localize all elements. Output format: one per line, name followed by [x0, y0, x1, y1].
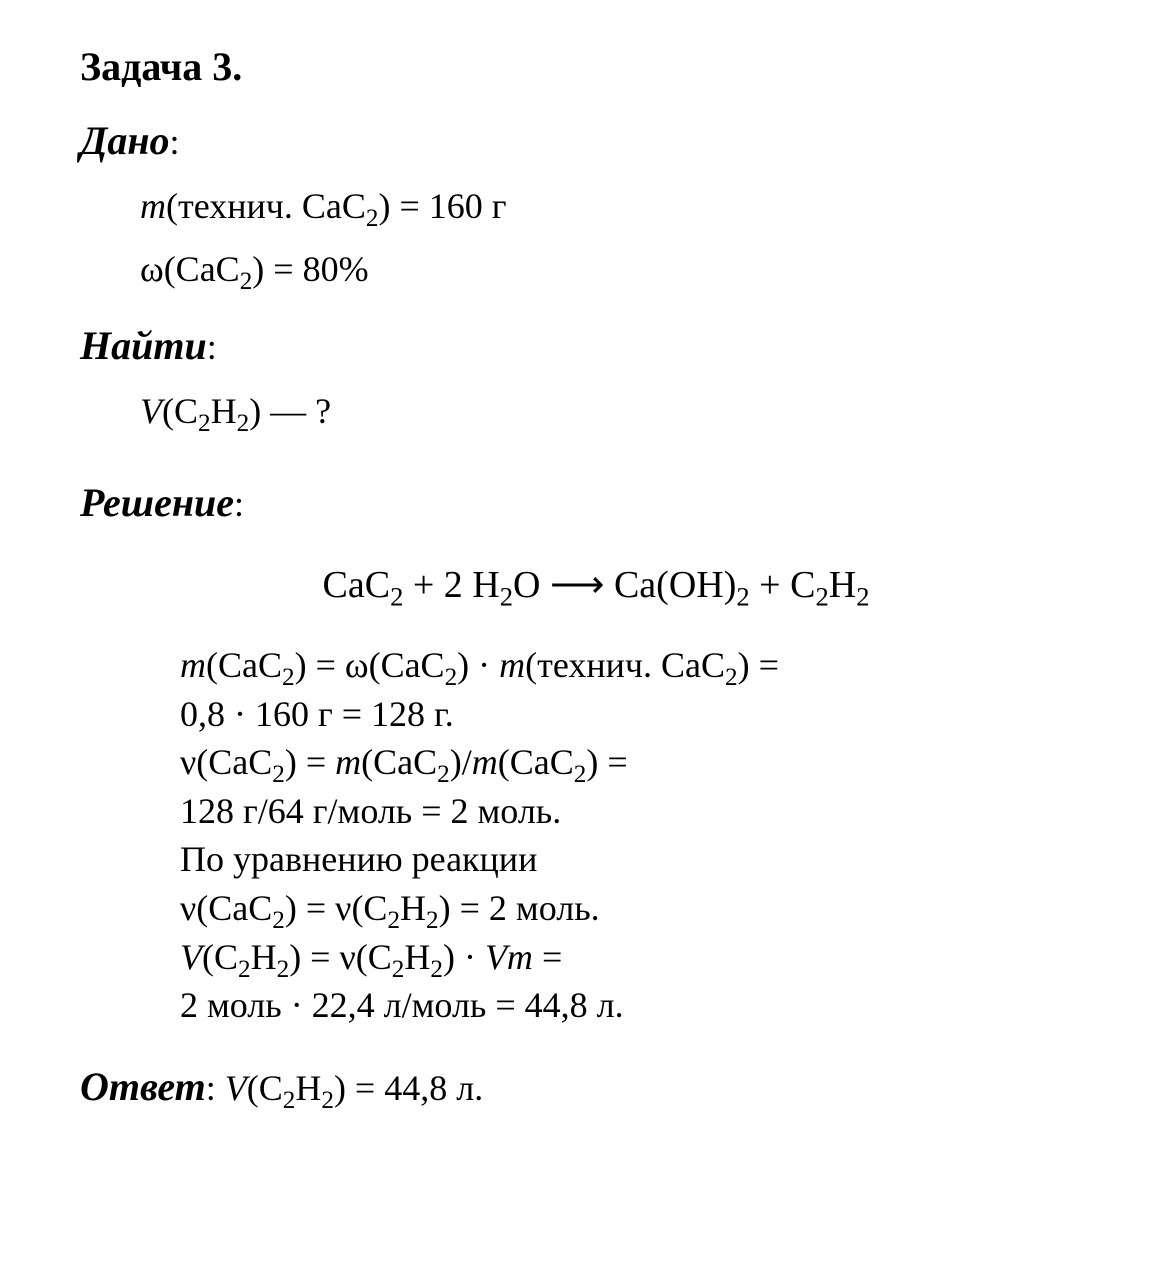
step-6: 2 моль · 22,4 л/моль = 44,8 л.: [180, 981, 1112, 1030]
find-h: H: [211, 391, 237, 431]
v-symbol: V: [180, 937, 202, 977]
s1a-cac: (CaC: [206, 645, 282, 685]
s2a-end: ) =: [586, 742, 627, 782]
eq-h: H: [829, 564, 856, 606]
eq-plus2h2o: + 2 H: [403, 564, 499, 606]
sub-2: 2: [272, 907, 285, 934]
colon: :: [206, 1068, 216, 1108]
vm-symbol: Vm: [485, 937, 533, 977]
eq-cac: CaC: [323, 564, 391, 606]
sub-2: 2: [240, 268, 253, 295]
sub-2: 2: [430, 956, 443, 983]
s2a-cac3: (CaC: [498, 742, 574, 782]
s5-h2: H: [404, 937, 430, 977]
step-3: По уравнению реакции: [180, 835, 1112, 884]
s2a-eqm: ) =: [285, 742, 335, 782]
given2-post: ) = 80%: [252, 249, 368, 289]
solution-label: Решение: [80, 480, 234, 525]
colon: :: [170, 122, 180, 162]
eq-plus-c: + C: [750, 564, 816, 606]
sub-2: 2: [321, 1087, 334, 1114]
sub-2: 2: [277, 956, 290, 983]
answer-label: Ответ: [80, 1064, 206, 1109]
eq-o-arrow: O ⟶ Ca(OH): [513, 564, 736, 606]
step-1a: m(CaC2) = ω(CaC2) · m(технич. CaC2) =: [180, 641, 1112, 690]
sub-2: 2: [282, 664, 295, 691]
s2a-slash: )/: [450, 742, 472, 782]
s5-c: (C: [202, 937, 238, 977]
find-mid: (C: [162, 391, 198, 431]
step-2b: 128 г/64 г/моль = 2 моль.: [180, 787, 1112, 836]
s2a-nu: ν(CaC: [180, 742, 272, 782]
sub-2: 2: [500, 581, 513, 611]
step-2a: ν(CaC2) = m(CaC2)/m(CaC2) =: [180, 738, 1112, 787]
sub-2: 2: [387, 907, 400, 934]
sub-2: 2: [426, 907, 439, 934]
given-line-2: ω(CaC2) = 80%: [140, 245, 1112, 294]
given-label: Дано: [80, 118, 170, 163]
problem-title: Задача 3.: [80, 40, 1112, 94]
ans-h: H: [295, 1068, 321, 1108]
sub-2: 2: [736, 581, 749, 611]
solution-body: m(CaC2) = ω(CaC2) · m(технич. CaC2) = 0,…: [180, 641, 1112, 1030]
s1a-eqw: ) = ω(CaC: [295, 645, 445, 685]
sub-2: 2: [237, 410, 250, 437]
sub-2: 2: [198, 410, 211, 437]
ans-end: ) = 44,8 л.: [334, 1068, 483, 1108]
m-symbol: m: [472, 742, 498, 782]
colon: :: [234, 484, 244, 524]
step-1b: 0,8 · 160 г = 128 г.: [180, 690, 1112, 739]
given1-mid: (технич. CaC: [166, 186, 366, 226]
sub-2: 2: [725, 664, 738, 691]
sub-2: 2: [390, 581, 403, 611]
find-label: Найти: [80, 323, 207, 368]
sub-2: 2: [366, 205, 379, 232]
reaction-equation: CaC2 + 2 H2O ⟶ Ca(OH)2 + C2H2: [80, 560, 1112, 611]
sub-2: 2: [445, 664, 458, 691]
s5-h1: H: [251, 937, 277, 977]
answer-value: V(C2H2) = 44,8 л.: [225, 1068, 483, 1108]
find-line: V(C2H2) — ?: [140, 387, 1112, 436]
s1a-tech: (технич. CaC: [525, 645, 725, 685]
s4-end: ) = 2 моль.: [439, 888, 600, 928]
sub-2: 2: [856, 581, 869, 611]
sub-2: 2: [437, 761, 450, 788]
v-symbol: V: [225, 1068, 247, 1108]
volume-symbol: V: [140, 391, 162, 431]
s5-eqnu: ) = ν(C: [289, 937, 392, 977]
sub-2: 2: [815, 581, 828, 611]
given2-pre: ω(CaC: [140, 249, 240, 289]
sub-2: 2: [574, 761, 587, 788]
s5-vm: ) ·: [443, 937, 485, 977]
mass-symbol: m: [140, 186, 166, 226]
sub-2: 2: [238, 956, 251, 983]
colon: :: [207, 327, 217, 367]
s2a-cac2: (CaC: [361, 742, 437, 782]
given1-post: ) = 160 г: [378, 186, 506, 226]
ans-c: (C: [247, 1068, 283, 1108]
s4-eqnu: ) = ν(C: [285, 888, 388, 928]
s4-nu: ν(CaC: [180, 888, 272, 928]
m-symbol: m: [335, 742, 361, 782]
sub-2: 2: [392, 956, 405, 983]
m-symbol: m: [499, 645, 525, 685]
sub-2: 2: [272, 761, 285, 788]
step-4: ν(CaC2) = ν(C2H2) = 2 моль.: [180, 884, 1112, 933]
s1a-dotm: ) ·: [457, 645, 499, 685]
find-post: ) — ?: [249, 391, 331, 431]
sub-2: 2: [283, 1087, 296, 1114]
s1a-end: ) =: [738, 645, 779, 685]
given-line-1: m(технич. CaC2) = 160 г: [140, 182, 1112, 231]
s4-h: H: [400, 888, 426, 928]
m-symbol: m: [180, 645, 206, 685]
s5-eq: =: [533, 937, 562, 977]
step-5: V(C2H2) = ν(C2H2) · Vm =: [180, 933, 1112, 982]
